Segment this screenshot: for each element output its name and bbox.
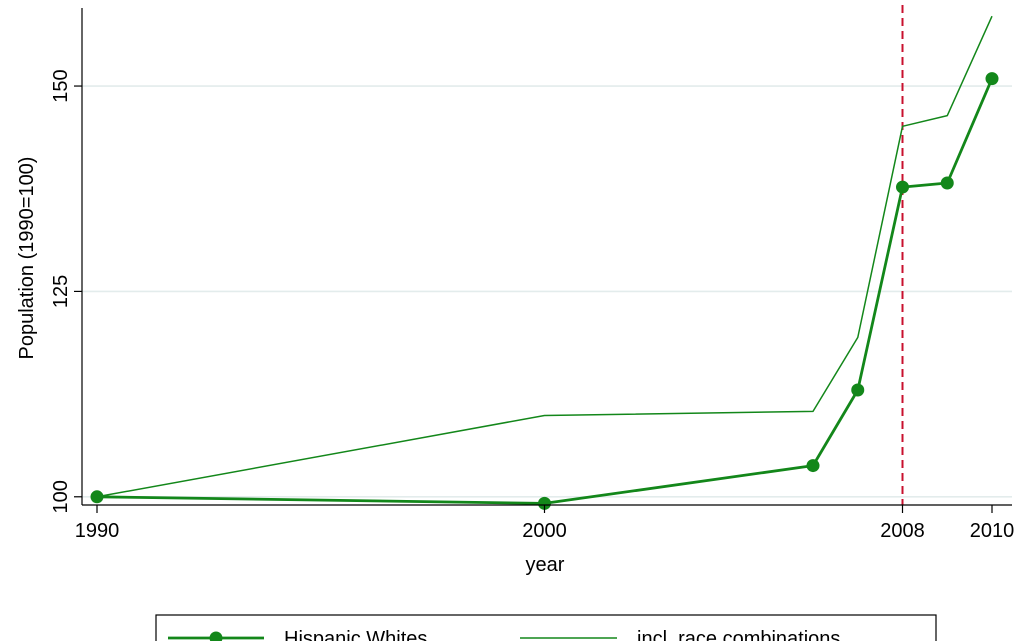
y-axis-title: Population (1990=100) [16, 157, 38, 360]
data-point-hispanic-whites-2010 [985, 72, 999, 86]
y-tick-label-100: 100 [50, 480, 72, 513]
x-tick-label-2010: 2010 [970, 520, 1015, 542]
y-tick-label-125: 125 [50, 275, 72, 308]
legend-box [155, 614, 937, 641]
data-point-hispanic-whites-2008 [896, 180, 909, 194]
legend-marker-hispanic-whites [209, 631, 223, 641]
x-tick-label-2000: 2000 [522, 520, 567, 542]
data-point-hispanic-whites-2009 [940, 176, 954, 190]
x-axis-title: year [526, 554, 565, 576]
data-point-hispanic-whites-2000 [538, 496, 551, 510]
y-tick-label-150: 150 [50, 69, 72, 102]
gridlines [82, 85, 1012, 498]
legend: Hispanic Whites incl. race combinations [155, 614, 937, 641]
x-tick-label-1990: 1990 [75, 520, 120, 542]
data-point-hispanic-whites-2007 [851, 383, 865, 397]
legend-label-hispanic-whites: Hispanic Whites [284, 628, 427, 641]
x-tick-label-2008: 2008 [880, 520, 925, 542]
ticks: 100 125 150 1990 2000 2008 2010 [50, 69, 1014, 542]
legend-label-incl-race-combinations: incl. race combinations [637, 628, 840, 641]
data-point-hispanic-whites-2006 [806, 459, 820, 473]
axes [81, 8, 1012, 506]
series-line-incl-race-combinations [96, 15, 993, 498]
series-group [90, 15, 999, 510]
